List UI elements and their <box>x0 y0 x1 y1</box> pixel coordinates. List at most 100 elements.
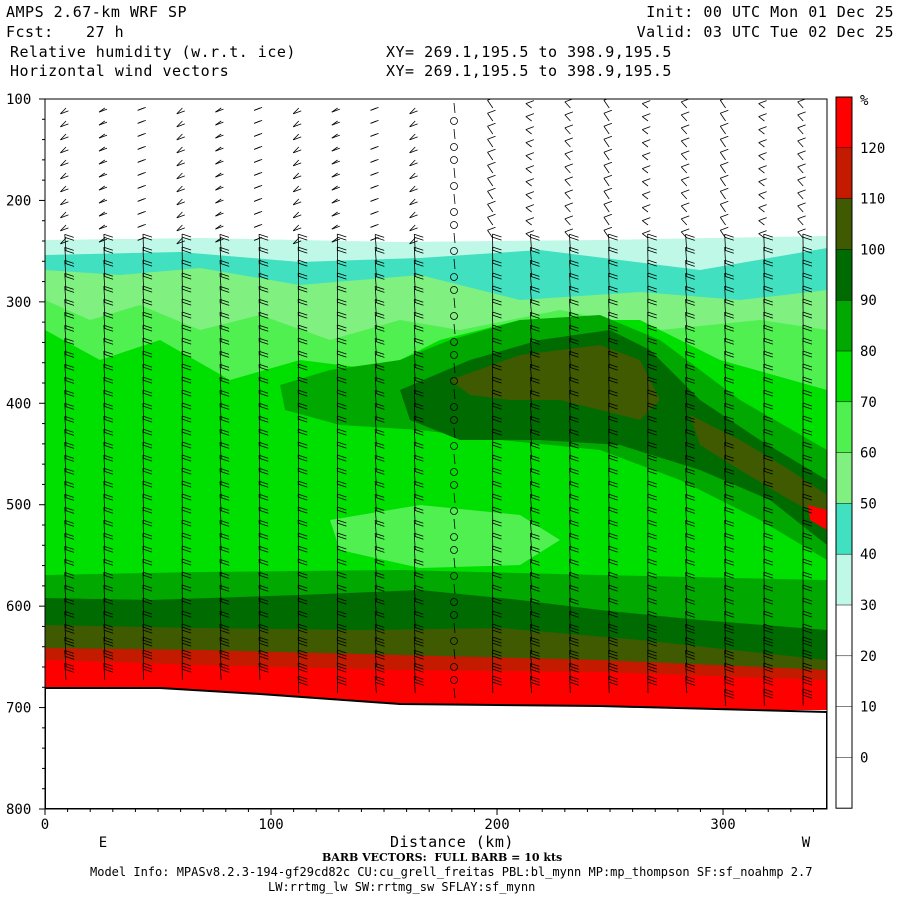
barb-flag <box>142 314 153 319</box>
barb-flag <box>569 636 579 641</box>
barb-flag <box>65 668 75 673</box>
barb-flag <box>763 545 773 550</box>
barb-flag <box>142 275 153 280</box>
barb-flag <box>530 665 540 670</box>
barb-shaft <box>797 218 804 226</box>
barb-flag <box>375 246 385 251</box>
barb-flag <box>375 532 385 537</box>
barb-flag <box>530 236 540 241</box>
barb-flag <box>220 340 230 345</box>
barb-shaft <box>219 468 222 486</box>
barb-flag <box>685 454 695 459</box>
barb-flag <box>182 535 192 540</box>
barb-flag <box>487 174 496 179</box>
barb-flag <box>298 301 308 306</box>
barb-flag <box>647 496 657 501</box>
barb-flag <box>758 191 767 195</box>
barb-flag <box>492 324 502 329</box>
barb-shaft <box>413 325 416 343</box>
barb-flag <box>763 665 774 670</box>
barb-flag <box>143 629 153 634</box>
barb-flag <box>763 275 774 280</box>
barb-flag <box>414 600 424 605</box>
barb-flag <box>181 298 192 303</box>
barb-flag <box>103 379 114 384</box>
barb-flag <box>258 584 269 589</box>
barb-flag <box>763 470 774 475</box>
barb-flag <box>530 649 540 654</box>
barb-flag <box>681 137 690 142</box>
barb-flag <box>647 444 657 449</box>
barb-flag <box>685 311 695 316</box>
barb-flag <box>375 418 385 423</box>
barb-flag <box>724 665 734 670</box>
barb-flag <box>492 626 502 631</box>
colorbar-swatch-5 <box>836 351 852 402</box>
barb-flag <box>758 204 767 208</box>
barb-shaft <box>219 611 222 629</box>
barb-flag <box>143 668 153 673</box>
barb-flag <box>337 366 347 371</box>
barb-flag <box>802 691 813 696</box>
barb-flag <box>375 470 385 475</box>
barb-flag <box>685 571 695 576</box>
barb-shaft <box>719 204 726 213</box>
barb-flag <box>724 470 734 475</box>
barb-shaft <box>763 299 765 317</box>
barb-shaft <box>529 338 532 356</box>
barb-flag <box>797 137 806 142</box>
barb-flag <box>569 535 579 540</box>
barb-flag <box>530 301 540 306</box>
barb-shaft <box>374 507 377 525</box>
barb-flag <box>685 662 695 667</box>
barb-flag <box>337 571 347 576</box>
barb-flag <box>685 522 695 527</box>
barb-flag <box>337 649 347 654</box>
barb-shaft <box>413 663 416 681</box>
barb-flag <box>414 649 424 654</box>
wind-barbs <box>60 99 813 707</box>
barb-flag <box>685 431 695 436</box>
barb-shaft <box>763 611 765 629</box>
barb-flag <box>375 366 385 371</box>
barb-flag <box>220 262 230 267</box>
barb-flag <box>492 340 502 345</box>
barb-flag <box>103 496 114 501</box>
barb-flag <box>763 288 774 293</box>
barb-flag <box>492 363 502 368</box>
barb-flag <box>802 668 813 673</box>
barb-flag <box>802 574 813 579</box>
barb-shaft <box>529 663 532 681</box>
barb-flag <box>569 623 579 628</box>
barb-flag <box>492 392 502 397</box>
barb-flag <box>564 189 573 194</box>
barb-flag <box>337 324 347 329</box>
barb-flag <box>569 483 579 488</box>
barb-flag <box>220 522 230 527</box>
barb-flag <box>647 652 657 657</box>
barb-flag <box>298 587 308 592</box>
barb-flag <box>685 233 695 238</box>
barb-flag <box>298 519 308 524</box>
barb-shaft <box>724 429 726 447</box>
barb-flag <box>298 379 308 384</box>
barb-flag <box>647 623 657 628</box>
barb-flag <box>103 272 113 277</box>
barb-flag <box>763 509 774 514</box>
barb-flag <box>685 610 695 615</box>
barb-shaft <box>292 107 300 115</box>
barb-flag <box>564 137 573 142</box>
barb-shaft <box>525 155 532 161</box>
barb-flag <box>298 444 308 449</box>
barb-flag <box>64 350 74 355</box>
barb-flag <box>414 532 424 537</box>
barb-flag <box>142 509 153 514</box>
barb-flag <box>414 353 424 358</box>
barb-flag <box>763 496 774 501</box>
barb-flag <box>608 496 618 501</box>
barb-shaft <box>103 637 106 655</box>
barb-flag <box>414 298 424 303</box>
barb-flag <box>763 610 773 615</box>
barb-shaft <box>374 637 377 655</box>
barb-flag <box>647 350 657 355</box>
